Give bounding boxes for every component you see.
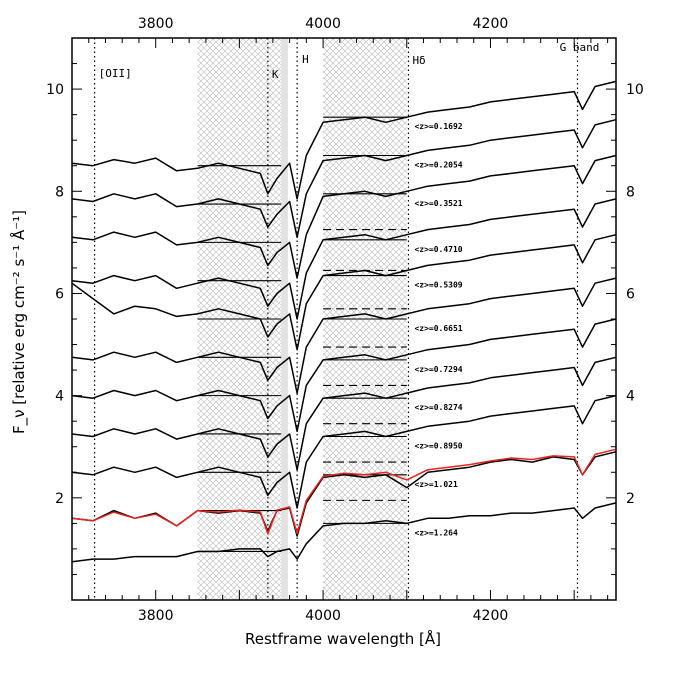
- spectrum-3: [71, 154, 617, 279]
- model-fit: [71, 448, 617, 535]
- y-axis-title: F_ν [relative erg cm⁻² s⁻¹ Å⁻¹]: [9, 210, 29, 434]
- spectrum-6: [71, 277, 617, 394]
- y-tick-label-right-2: 4: [626, 389, 635, 405]
- redshift-label-8: <z>=0.8274: [414, 403, 462, 412]
- spectrum-11: [71, 502, 617, 563]
- redshift-label-4: <z>=0.4710: [414, 245, 462, 254]
- redshift-label-10: <z>=1.021: [414, 480, 458, 489]
- axes: 3800 3800 4000 4000 4200 4200 2 2 4 4 6 6 8 8 10 10: [46, 16, 644, 624]
- line-label-3: H: [302, 53, 309, 66]
- redshift-label-11: <z>=1.264: [414, 528, 458, 537]
- spectrum-1: [71, 80, 617, 200]
- y-tick-label-right-3: 6: [626, 286, 635, 302]
- y-tick-label-right-4: 8: [626, 184, 635, 200]
- y-tick-label-left-2: 4: [55, 389, 64, 405]
- redshift-label-3: <z>=0.3521: [414, 199, 462, 208]
- line-label-1: [OII]: [99, 67, 132, 80]
- line-label-2: K: [272, 68, 279, 81]
- redshift-labels: <z>=0.1692 <z>=0.2054 <z>=0.3521 <z>=0.4710…: [414, 122, 462, 537]
- y-tick-label-left-3: 6: [55, 286, 64, 302]
- y-tick-label-right-5: 10: [626, 82, 644, 98]
- spectra-series: [71, 80, 617, 563]
- spectrum-4: [71, 198, 617, 320]
- x-tick-label-top-3: 4200: [473, 16, 509, 32]
- y-tick-label-right-1: 2: [626, 491, 635, 507]
- y-tick-label-left-4: 8: [55, 184, 64, 200]
- spectrum-2: [71, 118, 617, 239]
- redshift-label-7: <z>=0.7294: [414, 365, 462, 374]
- line-label-5: G band: [560, 41, 600, 54]
- redshift-label-2: <z>=0.2054: [414, 161, 462, 170]
- x-tick-label-bottom-1: 3800: [138, 608, 174, 624]
- y-tick-label-left-1: 2: [55, 491, 64, 507]
- y-tick-label-left-5: 10: [46, 82, 64, 98]
- x-tick-label-top-1: 3800: [138, 16, 174, 32]
- spectrum-8: [71, 356, 617, 471]
- spectrum-9: [71, 394, 617, 509]
- spectrum-5: [71, 233, 617, 351]
- x-axis-title: Restframe wavelength [Å]: [245, 629, 441, 648]
- redshift-label-6: <z>=0.6651: [414, 324, 462, 333]
- x-tick-label-bottom-3: 4200: [473, 608, 509, 624]
- model-fit-curve: [71, 448, 617, 535]
- redshift-label-9: <z>=0.8950: [414, 442, 462, 451]
- line-label-4: Hδ: [412, 54, 425, 67]
- redshift-label-1: <z>=0.1692: [414, 122, 462, 131]
- x-tick-label-bottom-2: 4000: [305, 608, 341, 624]
- x-tick-label-top-2: 4000: [305, 16, 341, 32]
- spectrum-7: [71, 318, 617, 433]
- redshift-label-5: <z>=0.5309: [414, 281, 462, 290]
- thin-band: [281, 38, 288, 600]
